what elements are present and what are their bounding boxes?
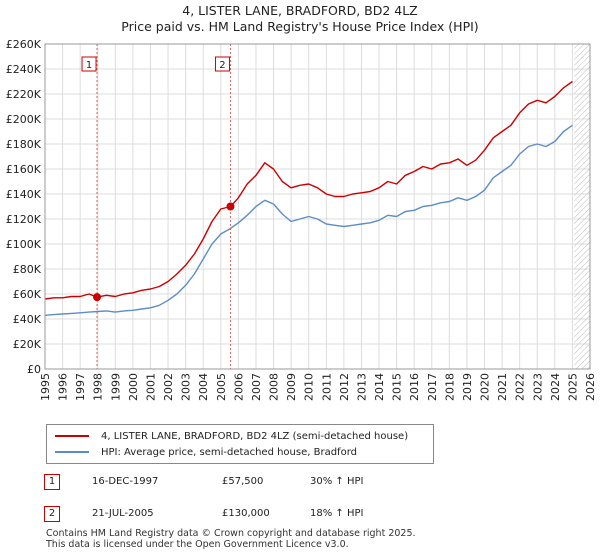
x-tick-label: 2024: [549, 373, 562, 401]
y-tick-label: £160K: [6, 163, 42, 176]
footer: Contains HM Land Registry data © Crown c…: [46, 528, 416, 550]
legend-label-hpi: HPI: Average price, semi-detached house,…: [101, 446, 357, 458]
legend-item-property: 4, LISTER LANE, BRADFORD, BD2 4LZ (semi-…: [55, 429, 408, 443]
x-tick-label: 2005: [215, 373, 228, 401]
x-tick-label: 2025: [566, 373, 579, 401]
sale-point: [226, 202, 235, 211]
y-tick-label: £140K: [6, 188, 42, 201]
x-tick-label: 2020: [479, 373, 492, 401]
sale-hpi-change: 18% ↑ HPI: [310, 508, 364, 519]
x-tick-label: 2022: [514, 373, 527, 401]
legend-swatch-property: [55, 435, 89, 437]
x-tick-label: 2006: [232, 373, 245, 401]
y-tick-label: £200K: [6, 113, 42, 126]
y-tick-label: £120K: [6, 213, 42, 226]
hpi-line: [44, 124, 573, 316]
sale-point: [93, 293, 102, 302]
sale-date: 16-DEC-1997: [92, 476, 159, 487]
x-tick-label: 2009: [285, 373, 298, 401]
chart-title: 4, LISTER LANE, BRADFORD, BD2 4LZ: [182, 3, 418, 18]
sale-number-badge: 1: [44, 474, 60, 490]
sale-row: 1 16-DEC-1997 £57,500 30% ↑ HPI: [0, 474, 600, 494]
sale-hpi-change: 30% ↑ HPI: [310, 476, 364, 487]
x-tick-label: 1997: [74, 373, 87, 401]
x-tick-label: 2008: [268, 373, 281, 401]
x-tick-label: 2026: [584, 373, 597, 401]
x-tick-label: 2011: [320, 373, 333, 401]
chart-subtitle: Price paid vs. HM Land Registry's House …: [121, 19, 479, 34]
x-tick-label: 2018: [443, 373, 456, 401]
x-tick-label: 2017: [426, 373, 439, 401]
y-tick-label: £80K: [13, 263, 42, 276]
x-tick-label: 2003: [180, 373, 193, 401]
footer-license: This data is licensed under the Open Gov…: [46, 539, 349, 550]
y-tick-label: £240K: [6, 63, 42, 76]
sale-row: 2 21-JUL-2005 £130,000 18% ↑ HPI: [0, 506, 600, 526]
x-tick-label: 2015: [391, 373, 404, 401]
y-tick-label: £60K: [13, 288, 42, 301]
x-tick-label: 2021: [496, 373, 509, 401]
sale-price: £57,500: [222, 476, 264, 487]
x-tick-label: 2019: [461, 373, 474, 401]
x-tick-label: 2004: [197, 373, 210, 401]
x-tick-label: 2016: [408, 373, 421, 401]
x-tick-label: 2000: [127, 373, 140, 401]
x-tick-label: 2023: [531, 373, 544, 401]
x-tick-label: 2002: [162, 373, 175, 401]
y-tick-label: £180K: [6, 138, 42, 151]
forecast-hatch: [574, 44, 590, 369]
footer-copyright: Contains HM Land Registry data © Crown c…: [46, 528, 416, 539]
legend: 4, LISTER LANE, BRADFORD, BD2 4LZ (semi-…: [46, 424, 434, 464]
price-chart: 1 2 £0 £20K £40K £60K £80K £100K £120K £140K £160…: [6, 38, 597, 401]
legend-item-hpi: HPI: Average price, semi-detached house,…: [55, 445, 357, 459]
x-tick-label: 1995: [39, 373, 52, 401]
y-tick-label: £220K: [6, 88, 42, 101]
y-tick-label: £40K: [13, 313, 42, 326]
plot-border: [44, 43, 591, 370]
property-price-line: [44, 80, 573, 300]
x-tick-label: 2007: [250, 373, 263, 401]
sale-date: 21-JUL-2005: [92, 508, 154, 519]
x-tick-label: 2010: [303, 373, 316, 401]
x-tick-label: 1998: [92, 373, 105, 401]
sale-label-box: [214, 56, 230, 72]
x-tick-label: 2014: [373, 373, 386, 401]
plot-area: [45, 44, 590, 369]
x-tick-label: 1996: [57, 373, 70, 401]
legend-label-property: 4, LISTER LANE, BRADFORD, BD2 4LZ (semi-…: [101, 430, 409, 442]
y-tick-label: £0: [27, 363, 41, 376]
sale-number-badge: 2: [44, 506, 60, 522]
sale-label-box: [81, 56, 97, 72]
y-tick-label: £20K: [13, 338, 42, 351]
x-tick-label: 1999: [109, 373, 122, 401]
y-tick-label: £100K: [6, 238, 42, 251]
sale-label-number: 2: [219, 60, 225, 71]
x-tick-label: 2001: [144, 373, 157, 401]
sale-label-number: 1: [86, 60, 92, 71]
legend-swatch-hpi: [55, 451, 89, 453]
x-tick-label: 2013: [355, 373, 368, 401]
sale-price: £130,000: [222, 508, 270, 519]
y-tick-label: £260K: [6, 38, 42, 51]
x-tick-label: 2012: [338, 373, 351, 401]
